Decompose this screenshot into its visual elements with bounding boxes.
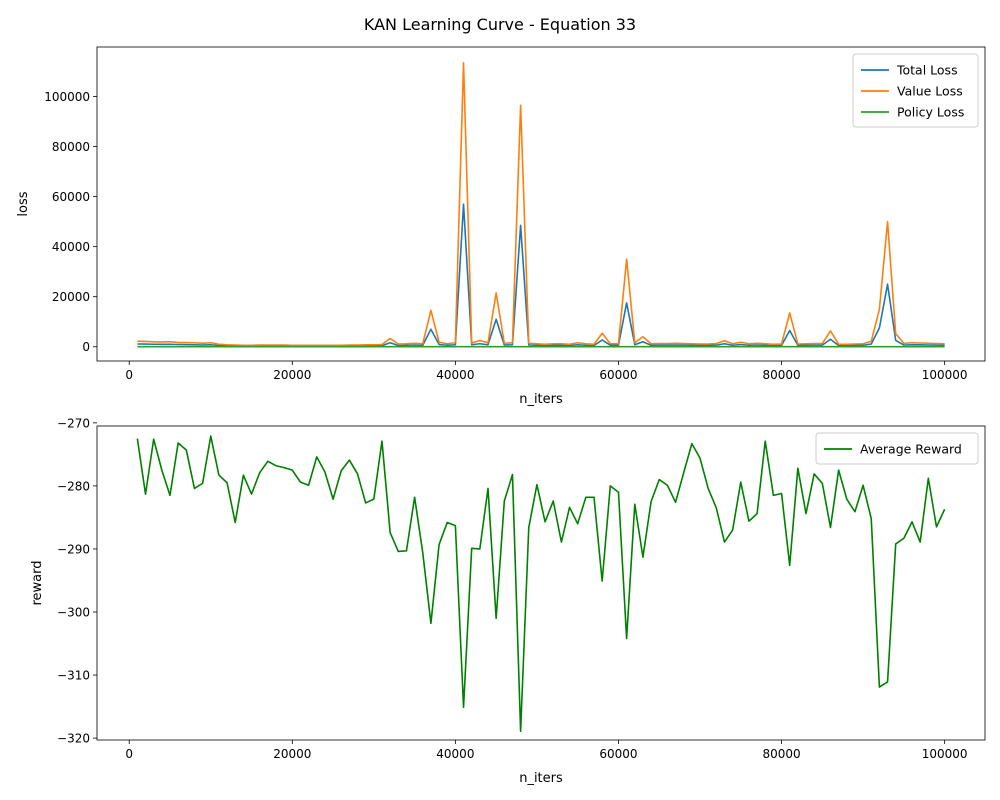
series-lines bbox=[136, 435, 946, 732]
x-tick-label: 0 bbox=[125, 368, 133, 382]
y-tick-label: 80000 bbox=[52, 140, 90, 154]
y-tick-label: 100000 bbox=[44, 90, 90, 104]
y-axis-label: reward bbox=[30, 560, 45, 605]
series-line-average-reward bbox=[136, 435, 946, 732]
y-tick-label: 60000 bbox=[52, 190, 90, 204]
loss-chart: 0 20000 40000 60000 80000 100000 0 20000 40000 60… bbox=[16, 46, 986, 407]
x-tick-label: 20000 bbox=[273, 747, 311, 761]
legend-label: Average Reward bbox=[860, 442, 962, 457]
x-axis-label: n_iters bbox=[519, 771, 563, 786]
x-axis-label: n_iters bbox=[519, 392, 563, 407]
x-tick-label: 40000 bbox=[436, 368, 474, 382]
x-tick-label: 100000 bbox=[922, 368, 968, 382]
y-tick-label: 0 bbox=[82, 340, 90, 354]
y-tick-label: −290 bbox=[57, 542, 90, 556]
y-tick-label: 20000 bbox=[52, 290, 90, 304]
series-lines bbox=[137, 61, 945, 348]
y-tick-label: −270 bbox=[57, 416, 90, 430]
y-tick-label: −300 bbox=[57, 606, 90, 620]
legend: Average Reward bbox=[815, 432, 979, 465]
plot-frame bbox=[96, 425, 986, 741]
x-tick-label: 20000 bbox=[273, 368, 311, 382]
legend-label: Value Loss bbox=[897, 84, 963, 99]
x-tick-label: 0 bbox=[125, 747, 133, 761]
legend-box bbox=[852, 53, 979, 128]
y-tick-label: −310 bbox=[57, 669, 90, 683]
legend-label: Total Loss bbox=[896, 63, 958, 78]
y-axis-label: loss bbox=[16, 191, 31, 216]
series-line-total-loss bbox=[137, 203, 945, 347]
y-tick-label: −280 bbox=[57, 479, 90, 493]
legend-box bbox=[815, 432, 979, 465]
x-tick-label: 80000 bbox=[762, 368, 800, 382]
y-tick-label: −320 bbox=[57, 732, 90, 746]
figure-title: KAN Learning Curve - Equation 33 bbox=[364, 15, 636, 34]
plot-frame bbox=[96, 46, 986, 362]
x-tick-label: 60000 bbox=[599, 747, 637, 761]
x-tick-label: 60000 bbox=[599, 368, 637, 382]
x-tick-label: 100000 bbox=[922, 747, 968, 761]
legend: Total Loss Value Loss Policy Loss bbox=[852, 53, 979, 128]
x-tick-label: 40000 bbox=[436, 747, 474, 761]
reward-chart: 0 20000 40000 60000 80000 100000 −320 −310 −300 −… bbox=[30, 416, 986, 786]
legend-label: Policy Loss bbox=[897, 105, 964, 120]
series-line-value-loss bbox=[137, 61, 945, 347]
y-tick-label: 40000 bbox=[52, 240, 90, 254]
x-tick-label: 80000 bbox=[762, 747, 800, 761]
